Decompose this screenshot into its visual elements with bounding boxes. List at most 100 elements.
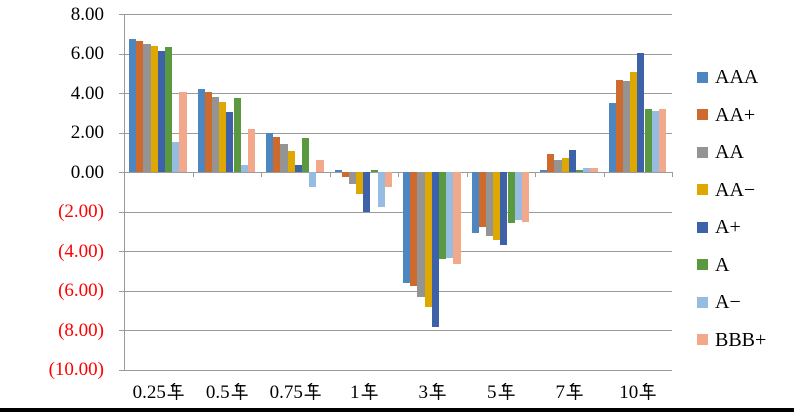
bar-BBB+-7年 (590, 168, 598, 172)
bar-AA−-0.5年 (219, 101, 227, 172)
y-axis-tick (119, 330, 124, 331)
x-axis-tick (672, 172, 673, 177)
bar-A+-0.5年 (226, 111, 234, 172)
bar-AA+-3年 (410, 172, 418, 286)
bar-AAA-0.25年 (129, 38, 137, 172)
bar-A-3年 (439, 172, 447, 259)
bar-BBB+-1年 (384, 172, 393, 187)
y-axis-label: (2.00) (58, 201, 104, 222)
y-axis-label: 2.00 (70, 122, 104, 143)
bar-A−-0.75年 (309, 172, 317, 187)
bar-AAA-0.75年 (266, 133, 274, 172)
bar-AAA-5年 (471, 172, 479, 234)
legend-label: A− (715, 291, 741, 313)
legend-swatch (697, 184, 708, 195)
y-axis-label: (8.00) (58, 319, 104, 341)
bar-AAA-10年 (608, 102, 616, 172)
bar-BBB+-10年 (658, 108, 667, 172)
bar-A-10年 (644, 108, 652, 172)
bar-AA+-0.75年 (273, 137, 281, 172)
bar-AA−-0.75年 (287, 151, 295, 172)
bar-AA−-10年 (630, 72, 638, 172)
y-axis-tick (119, 290, 124, 292)
bar-AA−-3年 (424, 172, 432, 308)
bar-AAA-7年 (540, 170, 548, 172)
bar-AA+-5年 (478, 172, 486, 228)
y-axis-label: (4.00) (58, 240, 104, 262)
bar-A+-0.75年 (294, 165, 302, 172)
year-character-icon (304, 382, 321, 401)
x-axis-label: 3 (398, 383, 467, 403)
bar-BBB+-0.75年 (316, 160, 324, 172)
legend-swatch (697, 109, 708, 120)
x-axis-tick (466, 172, 468, 177)
legend-swatch (697, 146, 708, 158)
y-axis-label: (6.00) (58, 280, 104, 301)
bar-A−-7年 (583, 168, 591, 172)
gridline (124, 369, 672, 371)
gridline (124, 330, 672, 331)
legend-swatch (697, 296, 708, 308)
y-axis-tick (119, 53, 124, 55)
legend-item-AAA: AAA (697, 66, 758, 88)
x-axis-label-number: 0.75 (269, 382, 303, 403)
y-axis-tick (119, 369, 124, 371)
y-axis-tick (119, 211, 124, 213)
gridline (124, 290, 672, 292)
x-axis-label: 0.25 (124, 383, 193, 403)
year-character-icon (429, 382, 446, 401)
bar-AA+-1年 (341, 172, 349, 177)
bar-A+-5年 (500, 172, 508, 246)
gridline (124, 93, 672, 94)
x-axis-label-number: 1 (350, 382, 360, 403)
x-axis-label: 7 (535, 383, 604, 403)
bar-AA-5年 (485, 172, 494, 237)
legend-label: AA+ (715, 103, 756, 126)
legend-label: AA− (715, 178, 756, 201)
year-character-icon (231, 382, 248, 401)
bar-AAA-3年 (403, 172, 411, 283)
bar-A-7年 (576, 170, 584, 172)
legend-item-AA: AA (697, 141, 744, 163)
x-axis-tick (535, 172, 536, 177)
legend-swatch (697, 71, 708, 83)
bar-A-0.25年 (165, 46, 173, 172)
legend-item-A+: A+ (697, 216, 741, 238)
bar-AA+-0.25年 (136, 40, 144, 172)
bar-A−-0.5年 (240, 165, 248, 172)
bar-AAA-0.5年 (197, 89, 205, 172)
legend-label: A+ (715, 216, 741, 238)
year-character-icon (167, 382, 184, 401)
gridline (124, 53, 672, 55)
x-axis-label: 5 (467, 383, 536, 403)
legend-label: BBB+ (715, 328, 767, 351)
x-axis-tick (603, 172, 605, 177)
bottom-border-line (0, 408, 794, 412)
y-axis-tick (119, 172, 124, 173)
year-character-icon (566, 382, 583, 401)
bar-A-5年 (507, 172, 515, 224)
legend-label: A (715, 253, 730, 276)
bar-A+-10年 (637, 52, 645, 172)
x-axis-label: 0.5 (193, 383, 262, 403)
legend-swatch (697, 221, 708, 233)
x-axis-label-number: 10 (619, 382, 639, 403)
y-axis-label: 6.00 (70, 43, 104, 64)
bar-AA−-5年 (493, 172, 501, 241)
bar-AA-10年 (622, 81, 631, 172)
x-axis-label-number: 5 (487, 382, 497, 403)
x-axis-label: 10 (604, 383, 673, 403)
legend-item-A−: A− (697, 291, 741, 313)
year-character-icon (361, 382, 378, 401)
legend-item-AA+: AA+ (697, 104, 755, 126)
x-axis-label-number: 7 (555, 382, 566, 403)
legend-swatch (697, 259, 708, 270)
y-axis-line (124, 14, 125, 370)
year-character-icon (498, 382, 515, 401)
gridline (124, 132, 672, 134)
year-character-icon (639, 382, 656, 401)
bar-AA-1年 (348, 172, 357, 184)
bar-A+-3年 (431, 172, 439, 328)
bar-A−-1年 (377, 172, 385, 207)
